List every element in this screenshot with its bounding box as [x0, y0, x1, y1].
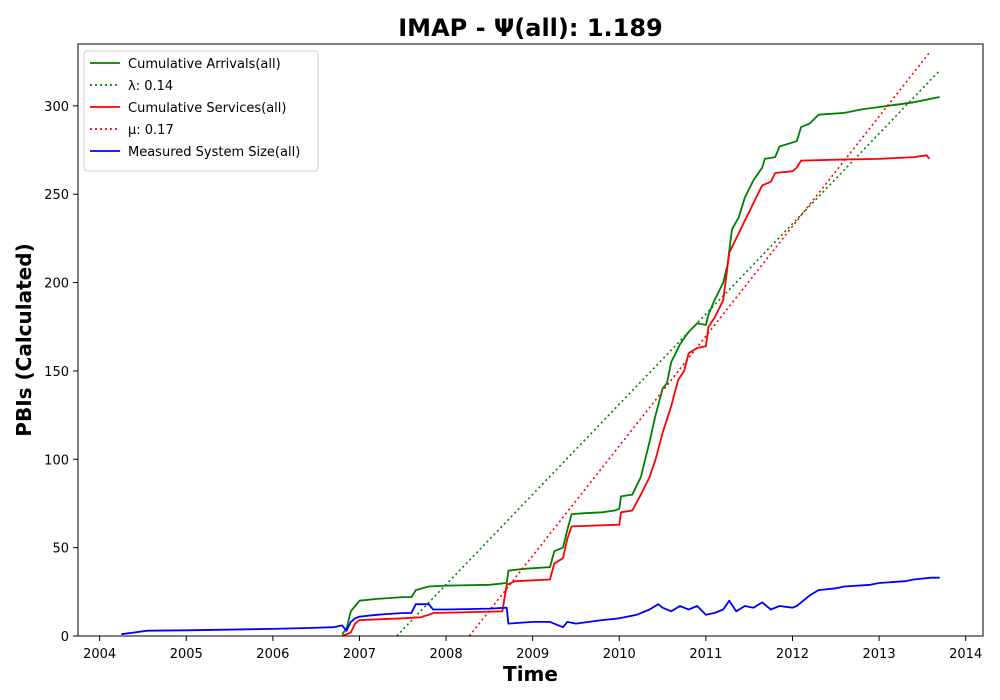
chart-title: IMAP - Ψ(all): 1.189	[398, 14, 663, 42]
x-tick-label: 2007	[343, 647, 376, 662]
x-tick-label: 2010	[603, 647, 636, 662]
legend-label: Measured System Size(all)	[128, 145, 300, 160]
series-line-4	[468, 52, 930, 636]
y-tick-label: 250	[44, 188, 69, 203]
x-tick-label: 2006	[256, 647, 289, 662]
y-tick-label: 200	[44, 277, 69, 292]
x-tick-label: 2009	[516, 647, 549, 662]
y-tick-label: 100	[44, 453, 69, 468]
y-tick-label: 300	[44, 100, 69, 115]
x-tick-label: 2011	[689, 647, 722, 662]
legend-label: Cumulative Services(all)	[128, 101, 286, 116]
y-tick-label: 0	[61, 630, 69, 645]
series-line-3	[341, 154, 931, 636]
plot-frame	[77, 43, 984, 637]
legend-label: λ: 0.14	[128, 79, 173, 94]
x-tick-label: 2014	[949, 647, 982, 662]
x-tick-label: 2005	[170, 647, 203, 662]
x-tick-label: 2013	[863, 647, 896, 662]
x-axis-label: Time	[503, 662, 558, 686]
y-tick-label: 150	[44, 365, 69, 380]
legend-label: Cumulative Arrivals(all)	[128, 57, 281, 72]
y-tick-label: 50	[52, 542, 69, 557]
legend-label: μ: 0.17	[128, 123, 174, 138]
series-line-1	[341, 96, 940, 635]
x-tick-label: 2004	[83, 647, 116, 662]
series-line-2	[396, 69, 941, 636]
x-tick-label: 2008	[430, 647, 463, 662]
legend-box	[83, 50, 319, 172]
series-line-5	[121, 576, 940, 636]
x-tick-label: 2012	[776, 647, 809, 662]
y-axis-label: PBIs (Calculated)	[12, 243, 36, 436]
